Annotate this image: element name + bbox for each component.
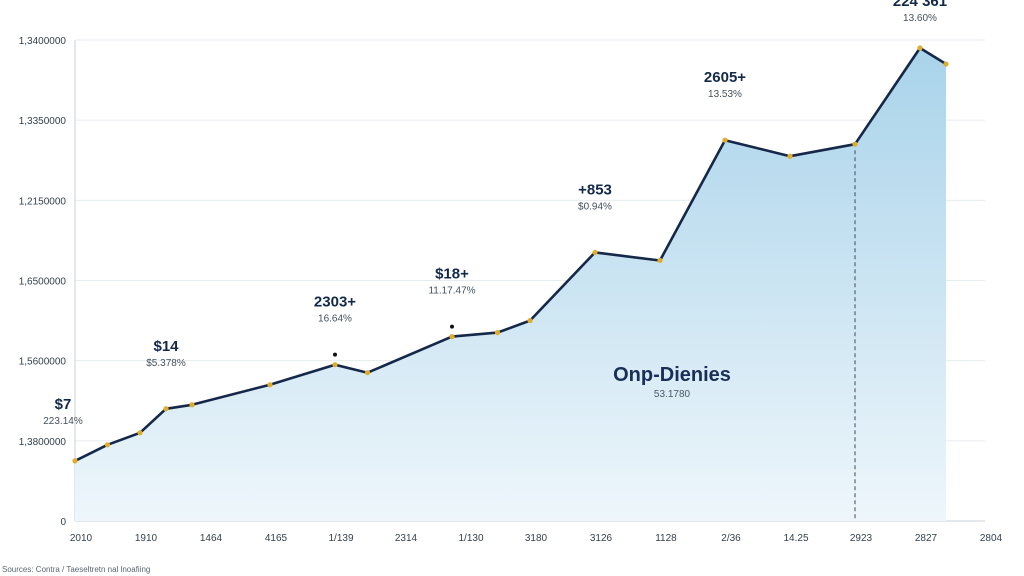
center-annotation-sub: 53.1780	[654, 389, 691, 400]
area-fill	[75, 48, 946, 521]
y-tick-label: 1,3400000	[19, 36, 67, 47]
x-tick-label: 2804	[980, 533, 1003, 544]
series-area	[75, 48, 946, 521]
annotation-sub: $0.94%	[578, 201, 612, 212]
annotation-sub: 13.53%	[708, 89, 742, 100]
data-point	[592, 249, 598, 256]
data-point	[943, 61, 949, 67]
data-point	[852, 141, 858, 147]
data-point	[722, 137, 728, 143]
y-tick-label: 1,6500000	[19, 277, 67, 288]
annotation-sub: $5.378%	[146, 358, 186, 369]
x-tick-label: 3126	[590, 533, 613, 544]
x-tick-label: 2010	[70, 533, 93, 544]
data-point	[787, 153, 793, 159]
x-tick-label: 3180	[525, 533, 548, 544]
y-tick-label: 1,5600000	[19, 357, 67, 368]
data-point	[527, 317, 533, 324]
data-point	[72, 458, 78, 464]
x-tick-label: 1128	[655, 533, 677, 544]
annotation-sub: 13.60%	[903, 13, 937, 24]
annotation-value: $18+	[435, 266, 469, 283]
center-annotation: Onp-Dienies 53.1780	[613, 364, 731, 400]
annotation-dot	[333, 352, 337, 357]
x-tick-label: 2827	[915, 533, 938, 544]
series-line	[74, 46, 947, 463]
footer-note: Sources: Contra / Taeseltretn nal lnoafi…	[2, 565, 151, 574]
annotations: $7 223.14% $14 $5.378% 2303+ 16.64% $18+ 11.17.…	[43, 0, 947, 427]
data-point	[332, 362, 338, 368]
annotation-value: 2605+	[704, 69, 746, 86]
data-point	[137, 430, 143, 436]
data-point	[163, 406, 169, 412]
data-point	[267, 382, 273, 388]
x-tick-label: 1/130	[458, 533, 483, 544]
y-tick-label: 0	[60, 517, 66, 528]
annotation-dot	[450, 324, 454, 329]
data-point	[104, 442, 111, 448]
x-tick-label: 1910	[135, 533, 158, 544]
data-point	[494, 330, 501, 336]
annotation-value: $7	[55, 396, 72, 413]
annotation-value: $14	[153, 338, 179, 355]
annotation-sub: 223.14%	[43, 416, 83, 427]
data-markers	[72, 45, 949, 464]
annotation-value: +853	[578, 181, 612, 198]
x-tick-label: 2/36	[721, 533, 741, 544]
x-tick-label: 2923	[850, 533, 873, 544]
x-tick-label: 14.25	[783, 533, 808, 544]
data-point	[449, 334, 455, 340]
x-axis-ticks: 2010 1910 1464 4165 1/139 2314 1/130 3180 3126 11…	[70, 533, 1003, 544]
x-tick-label: 4165	[265, 533, 288, 544]
data-point	[657, 257, 663, 264]
annotation-value: 224 361	[893, 0, 947, 10]
x-tick-label: 1/139	[328, 533, 353, 544]
data-point	[364, 370, 371, 376]
y-tick-label: 1,3350000	[19, 116, 67, 127]
y-axis-ticks: 0 1,3800000 1,5600000 1,6500000 1,2150000 1,3…	[19, 36, 67, 528]
y-tick-label: 1,3800000	[19, 437, 67, 448]
x-tick-label: 1464	[200, 533, 223, 544]
x-tick-label: 2314	[395, 533, 418, 544]
annotation-sub: 11.17.47%	[428, 286, 475, 297]
data-point	[189, 402, 195, 408]
series-lines	[74, 46, 947, 463]
annotation-sub: 16.64%	[318, 314, 352, 325]
center-annotation-label: Onp-Dienies	[613, 364, 731, 386]
y-tick-label: 1,2150000	[19, 196, 67, 207]
data-point	[917, 45, 923, 51]
annotation-value: 2303+	[314, 294, 356, 311]
